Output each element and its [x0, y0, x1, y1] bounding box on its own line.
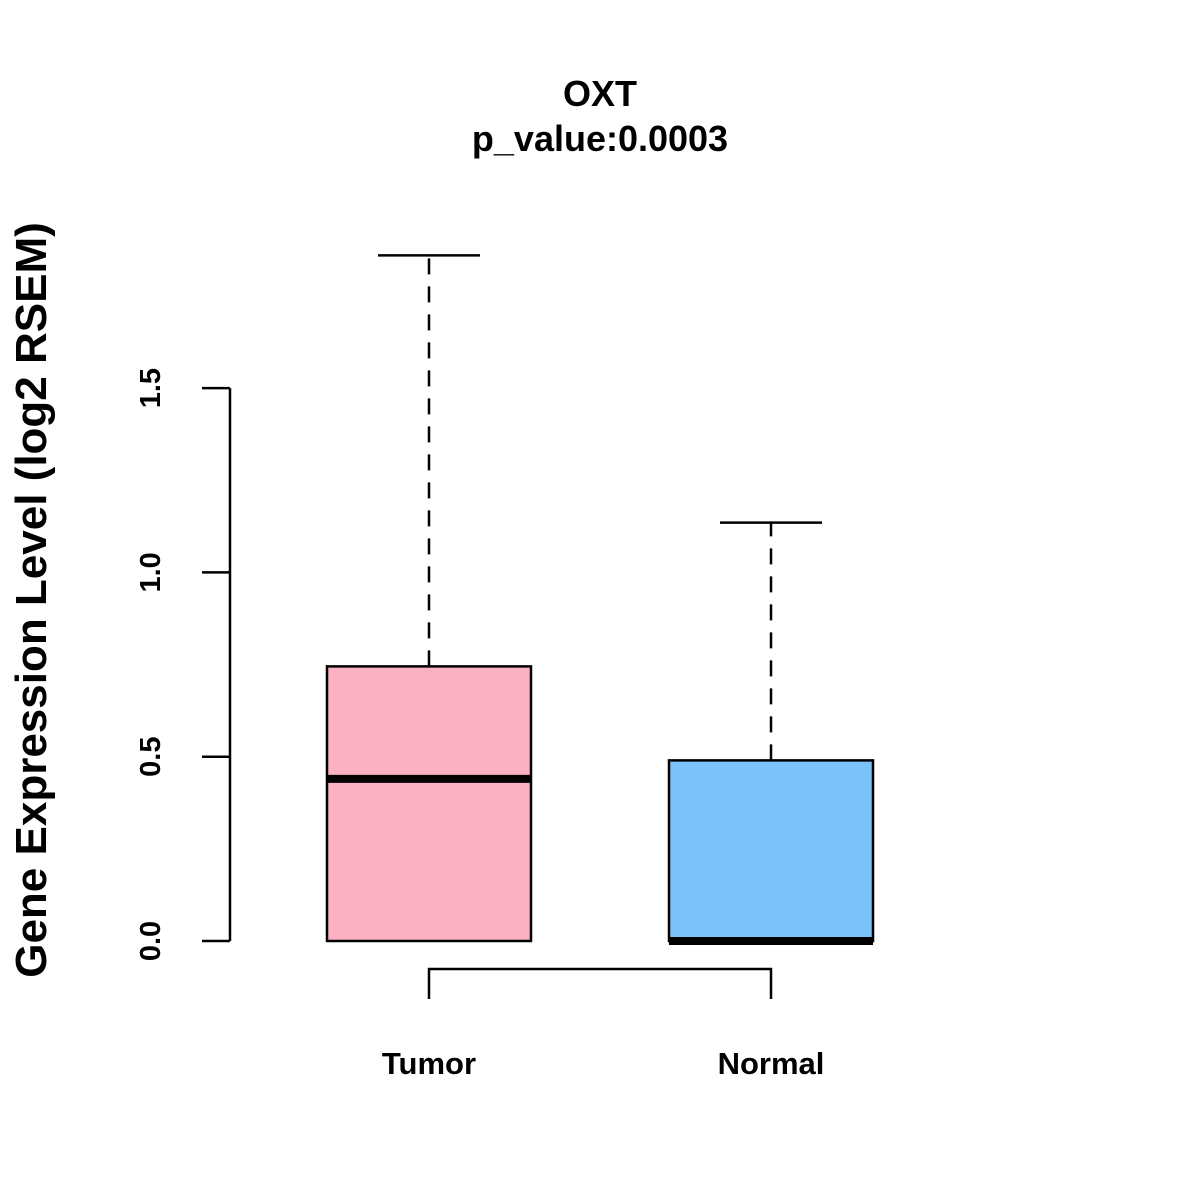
box-rect	[325, 665, 533, 943]
y-tick-label: 0.5	[135, 737, 167, 777]
box-rect	[667, 759, 875, 943]
x-category-labels: Tumor Normal	[382, 1046, 824, 1081]
y-axis-label: Gene Expression Level (log2 RSEM)	[7, 222, 56, 978]
chart-subtitle: p_value:0.0003	[472, 118, 728, 159]
bracket-line	[427, 967, 773, 999]
y-tick-label: 1.5	[135, 368, 167, 408]
y-tick-label: 0.0	[135, 921, 167, 961]
y-axis: 0.0 0.5 1.0 1.5	[135, 368, 232, 961]
box-normal	[667, 521, 875, 945]
chart-title: OXT	[563, 73, 637, 114]
x-category-label: Tumor	[382, 1046, 476, 1081]
x-category-label: Normal	[718, 1046, 825, 1081]
comparison-bracket	[427, 967, 773, 999]
boxes	[325, 254, 875, 945]
box-tumor	[325, 254, 533, 943]
y-tick-label: 1.0	[135, 552, 167, 592]
